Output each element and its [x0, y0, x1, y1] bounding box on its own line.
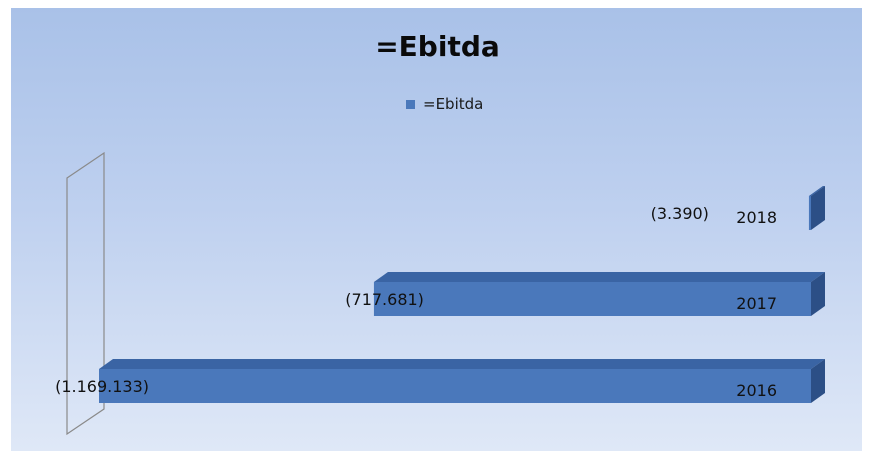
category-label-2017: 2017 [736, 294, 777, 313]
bar-top-face [99, 359, 825, 369]
value-label-2016: (1.169.133) [55, 377, 149, 396]
bar-front-face [99, 369, 811, 403]
bar-2017 [373, 272, 825, 316]
category-label-2016: 2016 [736, 381, 777, 400]
legend-label: =Ebitda [423, 95, 484, 113]
bar-2016 [99, 359, 825, 403]
category-label-2018: 2018 [736, 208, 777, 227]
chart-title: =Ebitda [375, 30, 500, 63]
bar-front-face [808, 196, 811, 230]
bar-side-face [811, 359, 825, 403]
bar-front-face [373, 282, 811, 316]
bar-top-face [373, 272, 825, 282]
legend: =Ebitda [406, 95, 483, 113]
bar-side-face [811, 272, 825, 316]
value-label-2017: (717.681) [345, 290, 424, 309]
bar-2018 [808, 186, 825, 230]
legend-swatch [406, 99, 415, 109]
value-label-2018: (3.390) [651, 204, 709, 223]
bar-top-face [808, 186, 825, 196]
axis-wall [66, 151, 105, 436]
bar-side-face [811, 186, 825, 230]
bars-group: 2016 (1.169.133) 2017 (717.681) 2018 (3.390) [55, 186, 825, 403]
